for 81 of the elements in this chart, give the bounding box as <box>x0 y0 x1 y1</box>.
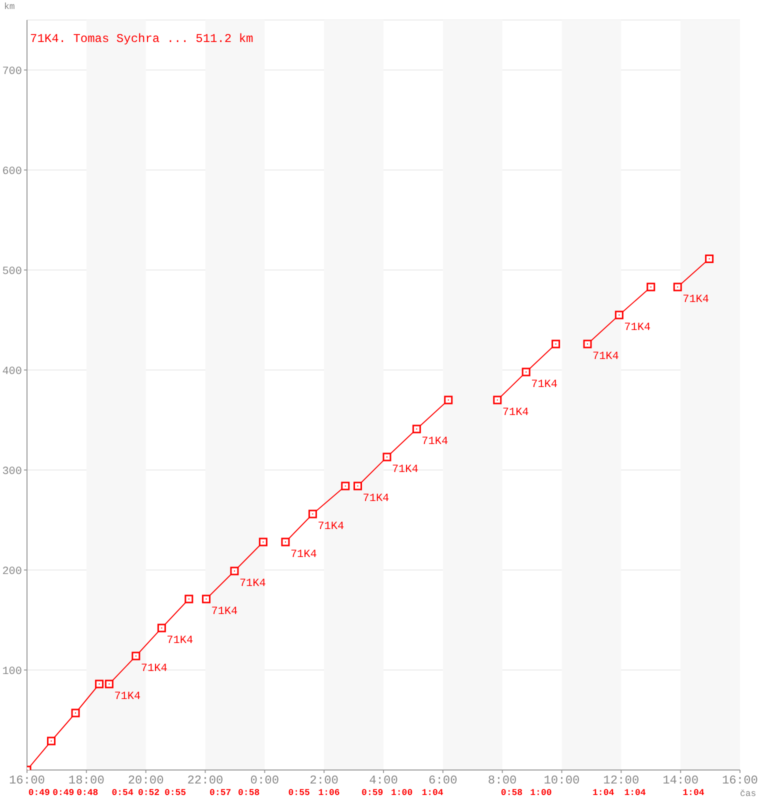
point <box>646 282 656 292</box>
point <box>705 254 714 264</box>
point <box>412 424 421 434</box>
annotation: 71K4 <box>211 606 238 618</box>
x-axis-title: čas <box>740 789 756 799</box>
annotation: 71K4 <box>114 691 141 703</box>
point <box>47 736 56 746</box>
x-tick-label: 16:00 <box>8 774 46 788</box>
text: 1:04 <box>422 788 444 798</box>
text: 0:57 <box>210 788 232 798</box>
annotation: 71K4 <box>422 436 448 448</box>
annotation: 71K4 <box>531 379 558 391</box>
annotation: 71K4 <box>682 294 710 306</box>
text: 1:06 <box>318 788 340 798</box>
text: 0:54 <box>112 788 134 798</box>
point <box>552 340 560 348</box>
x-tick-label: 12:00 <box>603 774 640 788</box>
point <box>95 680 104 688</box>
point <box>71 708 80 718</box>
x-tick-label: 16:00 <box>722 774 758 788</box>
text: 0:48 <box>76 788 98 798</box>
point <box>281 538 290 546</box>
point <box>202 594 210 604</box>
point <box>493 396 502 404</box>
annotation: 71K4 <box>318 521 344 533</box>
point <box>258 538 268 546</box>
x-tick-label: 2:00 <box>310 774 338 788</box>
annotation: 71K4 <box>140 663 168 675</box>
x-tick-label: 4:00 <box>369 774 398 788</box>
annotation: 71K4 <box>290 549 318 561</box>
y-tick-label: 100 <box>2 666 22 678</box>
text: 1:00 <box>391 788 413 798</box>
text: 0:59 <box>362 788 384 798</box>
y-tick-label: 500 <box>2 266 22 278</box>
x-tick-label: 6:00 <box>428 774 458 788</box>
point <box>522 368 530 376</box>
x-tick-label: 22:00 <box>187 774 224 788</box>
x-tick-label: 0:00 <box>250 774 280 788</box>
point <box>614 310 624 320</box>
point <box>104 680 114 688</box>
text: 0:49 <box>52 788 74 798</box>
point <box>157 624 166 632</box>
text: 0:58 <box>238 788 260 798</box>
y-tick-label: 600 <box>2 166 22 178</box>
annotation: 71K4 <box>624 322 651 334</box>
y-tick-label: 700 <box>2 66 22 78</box>
y-tick-label: 300 <box>2 466 22 478</box>
point <box>673 282 682 292</box>
point <box>341 482 350 490</box>
y-tick-label: 400 <box>2 366 22 378</box>
text: 1:04 <box>682 788 705 798</box>
annotation: 71K4 <box>362 493 390 505</box>
annotation: 71K4 <box>392 464 419 476</box>
point <box>382 452 392 462</box>
point <box>230 566 239 576</box>
annotation: 71K4 <box>166 635 194 647</box>
text: 0:52 <box>138 788 160 798</box>
point <box>444 396 453 404</box>
text: 0:55 <box>164 788 186 798</box>
x-tick-label: 18:00 <box>68 774 104 788</box>
x-tick-label: 10:00 <box>544 774 580 788</box>
text: 1:00 <box>530 788 552 798</box>
text: 0:58 <box>500 788 523 798</box>
text: 0:49 <box>28 788 50 798</box>
text: 0:55 <box>288 788 310 798</box>
text: 1:04 <box>624 788 646 798</box>
x-tick-label: 14:00 <box>662 774 699 788</box>
point <box>132 652 140 660</box>
annotation: 71K4 <box>592 351 620 363</box>
point <box>308 510 317 518</box>
text: 71K4. Tomas Sychra ... 511.2 km <box>30 32 254 46</box>
point <box>184 594 194 604</box>
annotation: 71K4 <box>502 407 530 419</box>
y-axis-title: km <box>4 2 15 12</box>
text: 1:04 <box>592 788 615 798</box>
x-tick-label: 20:00 <box>128 774 164 788</box>
point <box>583 340 592 348</box>
annotation: 71K4 <box>239 578 266 590</box>
point <box>354 482 362 490</box>
y-tick-label: 200 <box>2 566 22 578</box>
x-tick-label: 8:00 <box>488 774 517 788</box>
